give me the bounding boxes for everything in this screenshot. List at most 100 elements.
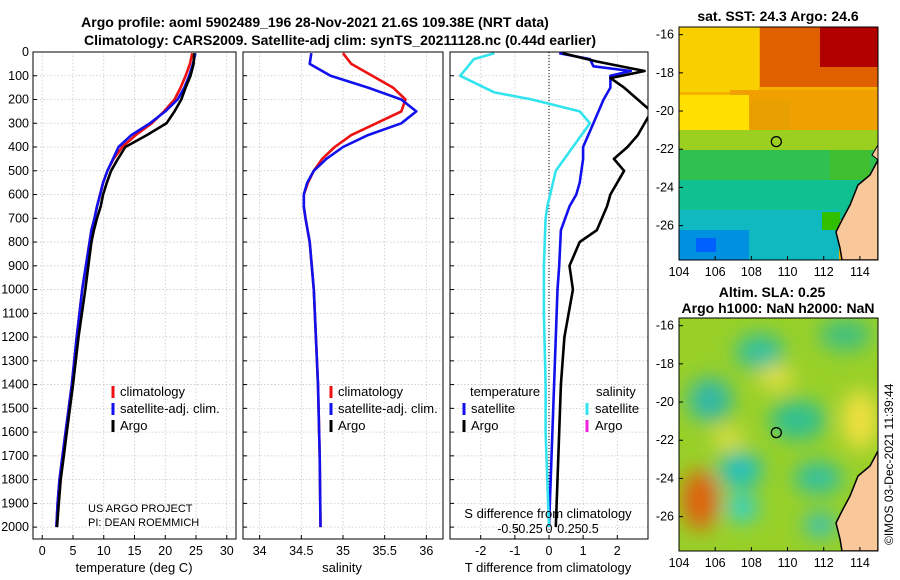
s-diff-tick-label: 0.25 [557,522,581,536]
sla-map-title-line-1: Altim. SLA: 0.25 [719,284,826,300]
map-y-tick-label: -24 [656,471,674,485]
map-y-tick-label: -22 [656,142,674,156]
x-tick-label: 0 [546,544,553,558]
imos-credit: ©IMOS 03-Dec-2021 11:39:44 [882,383,896,545]
map-y-tick-label: -26 [656,219,674,233]
map-x-tick-label: 114 [850,556,870,570]
map-y-tick-label: -16 [656,28,674,42]
s-difference-axis-label: S difference from climatology [464,506,632,521]
x-tick-label: 35.5 [372,544,396,558]
x-tick-label: 5 [70,544,77,558]
series-line-salinity-satellite [458,52,592,528]
series-group [302,52,418,528]
figure-title-line-1: Argo profile: aoml 5902489_196 28-Nov-20… [81,14,549,30]
map-y-tick-label: -24 [656,180,674,194]
sst-argo-location-marker [770,135,782,148]
y-tick-label: 600 [8,188,29,202]
sla-map-frame [678,317,879,552]
y-tick-label: 400 [8,140,29,154]
legend-label-t-argo: Argo [471,418,498,433]
x-tick-label: 36 [419,544,433,558]
salinity-axis-label: salinity [322,560,362,575]
map-x-tick-label: 110 [778,265,798,279]
x-tick-label: 34 [253,544,267,558]
series-line-satellite-adj-clim- [302,53,418,528]
sst-map-frame [678,26,879,261]
y-tick-label: 1200 [1,330,29,344]
temperature-panel: 0 5 10 15 20 25 300100200300400500600700800900… [1,45,237,558]
map-y-tick-label: -20 [656,104,674,118]
map-x-tick-label: 106 [705,265,726,279]
sla-argo-location-marker [770,426,782,439]
y-tick-label: 1100 [2,306,29,320]
y-tick-label: 700 [8,211,29,225]
map-x-tick-label: 108 [741,265,762,279]
x-tick-label: 25 [189,544,203,558]
map-x-tick-label: 112 [814,265,834,279]
x-tick-label: 1 [580,544,587,558]
project-credit: US ARGO PROJECT [88,503,193,515]
x-tick-label: 35 [336,544,350,558]
x-tick-label: -2 [475,544,486,558]
map-x-tick-label: 114 [850,265,870,279]
figure-title-line-2: Climatology: CARS2009. Satellite-adj cli… [84,32,596,48]
y-tick-label: 1400 [1,378,29,392]
series-group [55,52,197,528]
sst-map-image [679,27,878,260]
y-tick-label: 2000 [1,520,29,534]
sst-map-axes: 104 106 108 110 112 114 -16 -18 -20 -22 -24 -26 [656,28,870,279]
temperature-axis-label: temperature (deg C) [75,560,192,575]
difference-legend: temperature salinity satellite Argo sate… [462,384,639,433]
x-tick-label: 0 [39,544,46,558]
x-tick-label: 20 [158,544,172,558]
x-tick-label: 10 [97,544,111,558]
legend-label-climatology: climatology [338,384,404,399]
y-tick-label: 1300 [1,354,29,368]
y-tick-label: 500 [8,164,29,178]
legend-label-t-satellite: satellite [471,401,515,416]
y-tick-label: 1800 [1,473,29,487]
sla-map-title-line-2: Argo h1000: NaN h2000: NaN [682,300,875,316]
y-tick-label: 1600 [1,425,29,439]
map-x-tick-label: 104 [669,556,690,570]
y-tick-label: 200 [8,93,29,107]
x-tick-label: 30 [220,544,234,558]
s-diff-tick-label: -0.5 [497,522,519,536]
legend-title-temperature: temperature [470,384,540,399]
y-tick-label: 1700 [1,449,29,463]
legend-label-argo: Argo [338,418,365,433]
y-tick-label: 800 [8,235,29,249]
salinity-panel: 34 34.5 35 35.5 36 [242,51,444,558]
map-y-tick-label: -18 [656,66,674,80]
legend-label-satellite: satellite-adj. clim. [338,401,438,416]
sla-map-image [679,318,878,551]
temperature-legend: climatology satellite-adj. clim. Argo [111,384,220,433]
map-y-tick-label: -26 [656,510,674,524]
y-tick-label: 300 [8,116,29,130]
series-line-temperature-satellite [547,52,633,528]
map-x-tick-label: 110 [778,556,798,570]
t-difference-axis-label: T difference from climatology [465,560,632,575]
series-group [458,52,648,528]
y-tick-label: 0 [22,45,29,59]
y-tick-label: 900 [8,259,29,273]
salinity-legend: climatology satellite-adj. clim. Argo [329,384,438,433]
series-line-satellite-adj-clim- [55,52,197,528]
legend-label-s-argo: Argo [595,418,622,433]
map-x-tick-label: 106 [705,556,726,570]
difference-panel: -2 -1 0 1 2 -0.5-0.25 0 0.25 0.5 [449,51,649,558]
x-tick-label: 34.5 [289,544,313,558]
x-tick-label: 15 [128,544,142,558]
legend-label-s-satellite: satellite [595,401,639,416]
y-tick-label: 1000 [1,283,29,297]
pi-credit: PI: DEAN ROEMMICH [88,517,199,529]
legend-label-satellite: satellite-adj. clim. [120,401,220,416]
x-tick-label: 2 [614,544,621,558]
series-line-argo [55,53,196,528]
x-tick-label: -1 [509,544,520,558]
map-x-tick-label: 112 [814,556,834,570]
y-tick-label: 1500 [1,401,29,415]
s-diff-tick-label: -0.25 [514,522,543,536]
legend-label-argo: Argo [120,418,147,433]
